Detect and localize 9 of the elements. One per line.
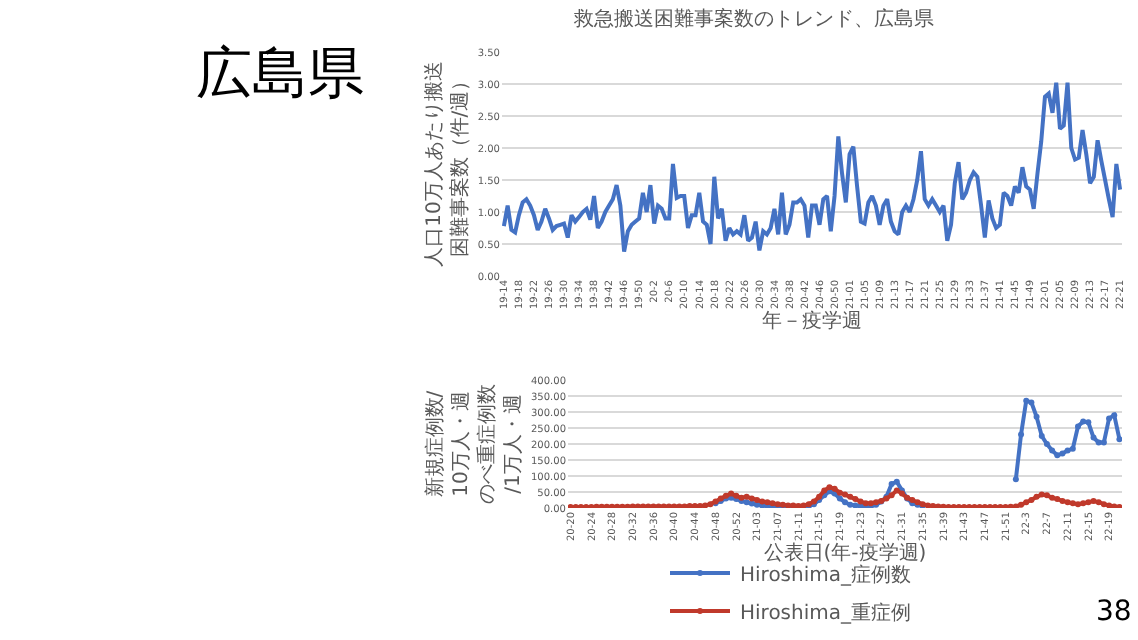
chart-title: 救急搬送困難事案数のトレンド、広島県 <box>572 6 934 31</box>
text: 38 <box>1096 596 1132 628</box>
x-axis-title: 年－疫学週 <box>762 309 862 334</box>
legend-label: Hiroshima_重症例 <box>740 600 912 625</box>
y-axis-title: 新規症例数/10万人・週のべ重症例数/1万人・週 <box>423 384 525 504</box>
y-axis-title: 人口10万人あたり搬送困難事案数（件/週） <box>421 61 472 267</box>
text: 広島県 <box>196 38 364 110</box>
legend-label: Hiroshima_症例数 <box>740 562 912 587</box>
x-axis-title: 公表日(年-疫学週) <box>763 541 927 566</box>
